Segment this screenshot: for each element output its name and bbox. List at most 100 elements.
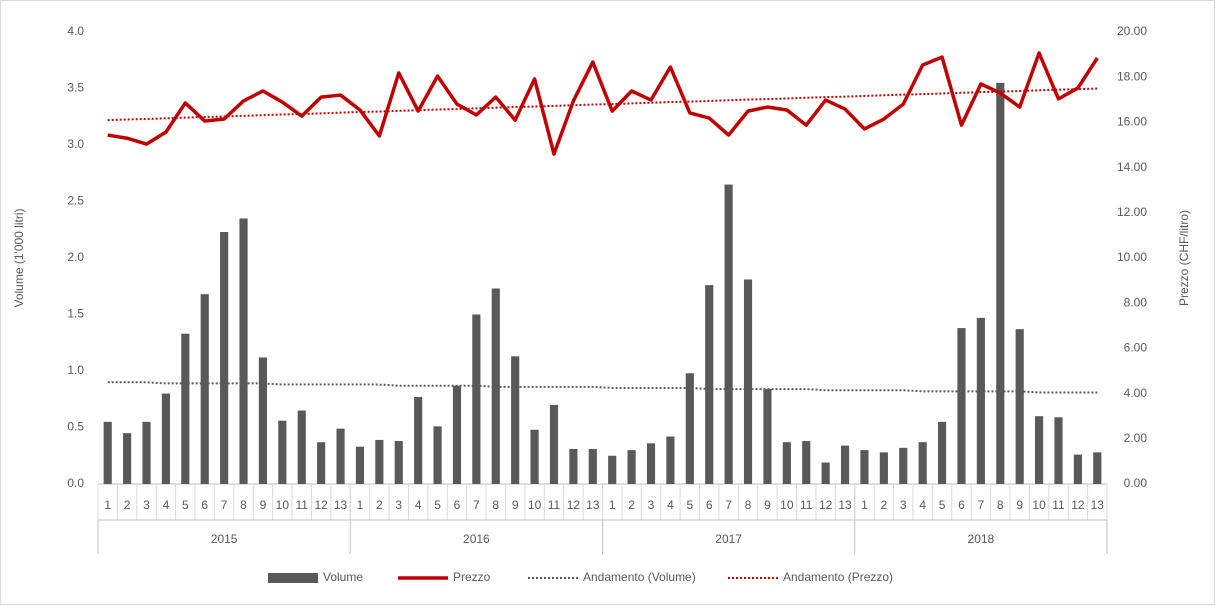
bar: [743, 279, 753, 484]
x-tick-label: 6: [201, 498, 208, 512]
y2-tick-label: 4.00: [1124, 386, 1148, 400]
bar: [1073, 454, 1082, 484]
x-tick-label: 3: [900, 498, 907, 512]
x-tick-label: 1: [861, 498, 868, 512]
bar: [918, 442, 927, 484]
y2-tick-label: 12.00: [1117, 205, 1147, 219]
bar: [220, 232, 229, 484]
x-tick-label: 9: [260, 498, 267, 512]
bar: [646, 443, 656, 484]
x-tick-label: 7: [221, 498, 228, 512]
bar: [666, 436, 675, 484]
bar: [549, 404, 559, 484]
group-label: 2018: [968, 532, 995, 546]
legend-label: Andamento (Volume): [583, 570, 696, 584]
x-tick-label: 5: [686, 498, 693, 512]
bar: [705, 285, 714, 484]
x-tick-label: 12: [567, 498, 581, 512]
x-tick-label: 8: [240, 498, 247, 512]
legend-label: Prezzo: [453, 570, 491, 584]
bar: [957, 328, 966, 484]
x-tick-label: 7: [473, 498, 480, 512]
x-tick-label: 2: [628, 498, 635, 512]
bar: [976, 317, 985, 484]
bar: [685, 373, 694, 484]
x-tick-label: 13: [1091, 498, 1105, 512]
x-tick-label: 8: [745, 498, 752, 512]
y-tick-label: 4.0: [67, 24, 84, 38]
y-tick-label: 3.5: [67, 81, 84, 95]
bar: [355, 446, 365, 484]
x-tick-label: 1: [609, 498, 616, 512]
y2-tick-label: 20.00: [1117, 24, 1147, 38]
bar: [1054, 417, 1063, 484]
bar: [511, 356, 520, 484]
x-tick-label: 3: [648, 498, 655, 512]
x-tick-label: 6: [706, 498, 713, 512]
legend-item: Andamento (Prezzo): [728, 570, 893, 584]
x-tick-label: 5: [182, 498, 189, 512]
x-tick-label: 13: [334, 498, 348, 512]
x-tick-label: 10: [780, 498, 794, 512]
bar: [608, 455, 617, 484]
x-tick-label: 6: [454, 498, 461, 512]
legend-label: Volume: [323, 570, 363, 584]
x-tick-label: 11: [800, 498, 813, 512]
bar: [452, 385, 462, 484]
y-tick-label: 2.5: [67, 194, 84, 208]
x-tick-label: 1: [104, 498, 111, 512]
x-tick-label: 3: [395, 498, 402, 512]
y2-tick-label: 2.00: [1124, 431, 1148, 445]
y2-tick-label: 10.00: [1117, 250, 1147, 264]
bar: [569, 448, 578, 484]
x-tick-label: 10: [1032, 498, 1046, 512]
x-tick-label: 5: [939, 498, 946, 512]
bar: [317, 442, 326, 484]
trend-line: [107, 381, 1098, 394]
bar: [239, 218, 248, 484]
x-tick-label: 11: [548, 498, 561, 512]
bar: [937, 421, 947, 484]
x-tick-label: 8: [492, 498, 499, 512]
x-tick-label: 12: [314, 498, 328, 512]
x-tick-label: 4: [919, 498, 926, 512]
bar: [879, 452, 888, 484]
x-tick-label: 5: [434, 498, 441, 512]
x-tick-label: 12: [819, 498, 833, 512]
bar: [414, 396, 423, 484]
group-label: 2016: [463, 532, 490, 546]
bar: [297, 410, 306, 484]
x-tick-label: 11: [296, 498, 309, 512]
bar: [142, 421, 151, 484]
x-tick-label: 11: [1052, 498, 1065, 512]
x-tick-label: 3: [143, 498, 150, 512]
y-tick-label: 0.5: [67, 420, 84, 434]
legend-swatch: [268, 573, 318, 583]
x-tick-label: 8: [997, 498, 1004, 512]
x-tick-label: 13: [586, 498, 600, 512]
x-tick-label: 2: [124, 498, 131, 512]
y-tick-label: 2.0: [67, 250, 84, 264]
line: [107, 51, 1099, 156]
legend-item: Andamento (Volume): [528, 570, 696, 584]
bar: [1015, 329, 1024, 484]
y2-axis-label: Prezzo (CHF/litro): [1177, 210, 1191, 306]
bar: [530, 429, 539, 484]
legend-item: Volume: [268, 570, 363, 584]
group-label: 2015: [211, 532, 238, 546]
bar: [433, 426, 442, 484]
x-tick-label: 1: [357, 498, 364, 512]
trend-line: [107, 87, 1098, 122]
bar: [821, 462, 830, 484]
bar: [336, 428, 345, 484]
bar: [1035, 416, 1044, 484]
x-tick-label: 9: [1016, 498, 1023, 512]
bar: [763, 389, 772, 484]
bar: [394, 441, 403, 484]
bar: [996, 82, 1005, 484]
legend-label: Andamento (Prezzo): [783, 570, 893, 584]
y-tick-label: 1.0: [67, 363, 84, 377]
x-tick-label: 7: [725, 498, 732, 512]
y2-tick-label: 14.00: [1117, 160, 1147, 174]
